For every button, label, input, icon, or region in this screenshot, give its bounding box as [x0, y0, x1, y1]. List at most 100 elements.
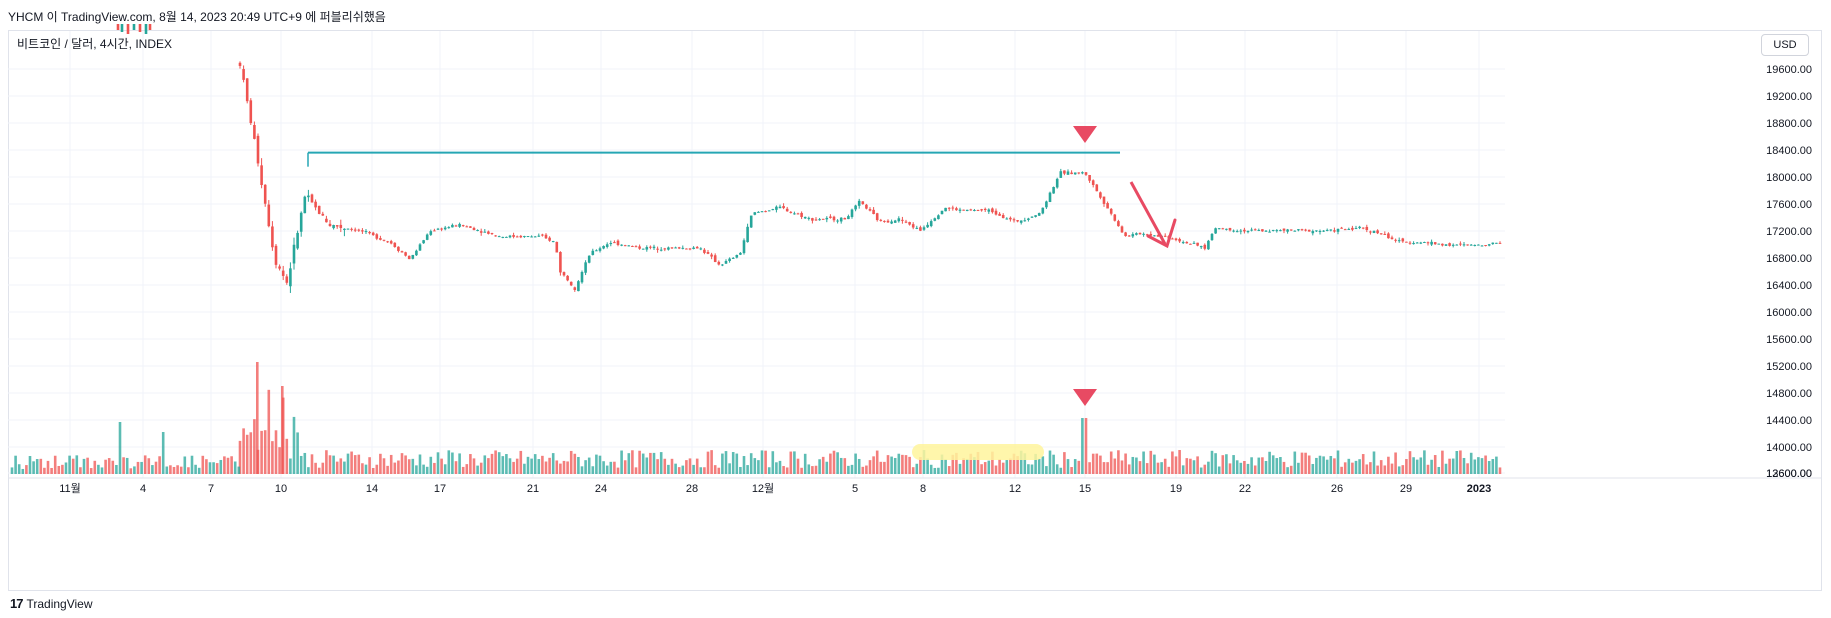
candle-body [706, 252, 710, 254]
candle-body [652, 246, 656, 249]
volume-bar [476, 465, 479, 474]
volume-bar [667, 464, 670, 474]
candle-body [242, 69, 245, 80]
candle-body [350, 228, 353, 230]
candle-body [1091, 180, 1095, 185]
volume-bar [382, 458, 386, 474]
candle-body [526, 236, 530, 238]
volume-bar [1250, 457, 1253, 474]
candle-body [461, 225, 465, 227]
volume-bar [1307, 455, 1311, 474]
volume-bar [361, 463, 364, 474]
candle-body [1052, 187, 1055, 194]
candle-body [1401, 238, 1405, 242]
volume-bar [107, 458, 111, 474]
volume-bar [735, 453, 739, 474]
volume-bar [778, 460, 782, 474]
candle-body [1347, 228, 1351, 230]
candle-body [677, 247, 681, 249]
candle-body [548, 237, 551, 241]
candle-body [289, 268, 292, 287]
volume-bar [1473, 459, 1477, 474]
candle-body [965, 209, 969, 212]
currency-selector[interactable]: USD [1761, 34, 1809, 56]
volume-bar [1253, 465, 1257, 474]
candle-body [739, 252, 742, 255]
volume-bar [1192, 460, 1196, 474]
candle-body [1358, 226, 1361, 229]
candle-body [1063, 170, 1066, 174]
volume-bar [1138, 461, 1142, 474]
volume-bar [919, 457, 922, 474]
volume-bar [1077, 460, 1081, 474]
volume-bar [50, 467, 53, 474]
volume-bar [194, 464, 197, 474]
candle-body [368, 232, 371, 234]
candle-body [479, 231, 483, 233]
candle-body [494, 235, 497, 237]
candle-body [1318, 230, 1322, 232]
candle-body [767, 210, 771, 212]
volume-bar [1390, 463, 1394, 474]
volume-bar [278, 447, 281, 474]
volume-bar [710, 450, 713, 474]
volume-bar [1001, 462, 1005, 474]
candle-body [1394, 239, 1397, 241]
volume-bar [645, 457, 649, 474]
candle-body [321, 213, 325, 216]
candle-body [670, 247, 674, 249]
volume-bar [237, 466, 241, 474]
candle-body [1027, 218, 1030, 220]
y-tick-label: 14800.00 [1766, 388, 1812, 400]
candle-body [1466, 244, 1469, 246]
volume-bar [314, 462, 317, 474]
candle-body [1268, 231, 1271, 233]
volume-bar [555, 460, 559, 474]
candle-body [919, 227, 922, 231]
candle-body [843, 218, 847, 220]
volume-bar [1358, 459, 1361, 474]
volume-bar [1441, 450, 1444, 474]
candle-body [1293, 230, 1297, 232]
volume-bar [1135, 457, 1138, 474]
volume-bar [976, 452, 980, 474]
candle-body [138, 24, 142, 32]
candle-body [1365, 226, 1369, 231]
chart-frame [8, 30, 1822, 591]
candle-body [926, 224, 929, 228]
candle-body [407, 255, 411, 260]
volume-bar [201, 455, 205, 474]
candle-body [710, 254, 713, 257]
volume-bar [663, 458, 667, 474]
volume-bar [1174, 456, 1178, 474]
volume-bar [487, 458, 490, 474]
volume-bar [807, 464, 811, 474]
footer-brand[interactable]: 17 TradingView [10, 596, 93, 611]
volume-bar [1430, 459, 1433, 474]
volume-bar [1109, 451, 1113, 474]
x-tick-label: 17 [434, 483, 446, 495]
candle-body [1016, 220, 1019, 222]
candle-body [609, 243, 613, 245]
volume-bar [814, 465, 818, 474]
candle-body [382, 239, 386, 241]
candle-body [937, 215, 940, 220]
volume-bar [728, 463, 731, 474]
candle-body [1325, 229, 1329, 231]
volume-bar [1102, 462, 1106, 474]
candle-body [285, 276, 289, 283]
candle-body [1217, 228, 1221, 230]
candle-body [879, 219, 883, 221]
volume-bar [440, 458, 443, 474]
candle-body [598, 248, 602, 251]
candle-body [317, 205, 321, 214]
volume-bar [285, 438, 289, 474]
candle-body [983, 208, 987, 211]
y-tick-label: 16400.00 [1766, 280, 1812, 292]
volume-bar [537, 459, 541, 474]
volume-bar [1084, 418, 1088, 474]
volume-bar [1034, 453, 1037, 474]
volume-bar [125, 457, 129, 474]
volume-bar [1477, 457, 1480, 474]
